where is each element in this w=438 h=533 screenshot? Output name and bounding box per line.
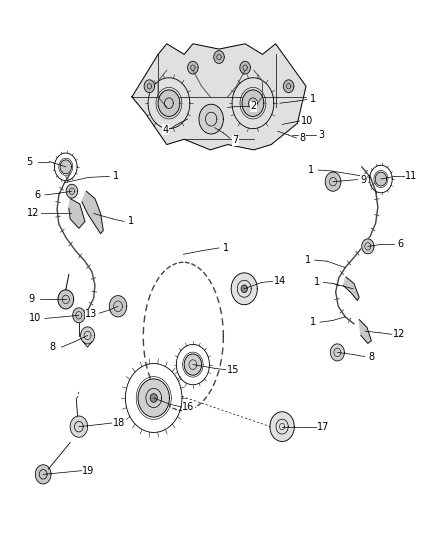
Text: 6: 6 <box>34 190 40 200</box>
Text: 8: 8 <box>49 342 56 352</box>
Text: 13: 13 <box>85 309 98 319</box>
Text: 7: 7 <box>233 135 239 146</box>
Text: 1: 1 <box>311 317 317 327</box>
Polygon shape <box>214 51 224 63</box>
Polygon shape <box>69 199 85 228</box>
Polygon shape <box>283 80 294 93</box>
Text: 9: 9 <box>360 174 367 184</box>
Text: 1: 1 <box>127 216 134 227</box>
Text: 15: 15 <box>227 365 239 375</box>
Polygon shape <box>184 354 201 375</box>
Polygon shape <box>187 61 198 74</box>
Polygon shape <box>362 239 374 254</box>
Polygon shape <box>150 394 157 402</box>
Polygon shape <box>82 191 103 233</box>
Polygon shape <box>240 61 251 74</box>
Polygon shape <box>231 273 257 305</box>
Polygon shape <box>241 285 247 293</box>
Polygon shape <box>325 172 341 191</box>
Text: 1: 1 <box>223 243 229 253</box>
Text: 3: 3 <box>318 130 325 140</box>
Polygon shape <box>242 90 264 116</box>
Polygon shape <box>343 277 359 301</box>
Text: 8: 8 <box>300 133 306 143</box>
Polygon shape <box>110 296 127 317</box>
Text: 1: 1 <box>308 165 314 175</box>
Text: 1: 1 <box>305 255 311 265</box>
Text: 2: 2 <box>251 101 257 111</box>
Polygon shape <box>199 104 223 134</box>
Polygon shape <box>158 90 180 116</box>
Polygon shape <box>330 344 344 361</box>
Polygon shape <box>58 290 74 309</box>
Text: 1: 1 <box>113 172 119 181</box>
Text: 9: 9 <box>29 294 35 304</box>
Text: 10: 10 <box>301 116 313 126</box>
Text: 5: 5 <box>27 157 33 166</box>
Polygon shape <box>60 160 71 174</box>
Polygon shape <box>144 80 155 93</box>
Text: 1: 1 <box>314 277 320 287</box>
Text: 18: 18 <box>113 418 125 428</box>
Text: 12: 12 <box>392 329 405 340</box>
Text: 1: 1 <box>310 94 316 104</box>
Polygon shape <box>70 416 88 437</box>
Text: 12: 12 <box>27 208 39 219</box>
Text: 10: 10 <box>29 313 42 324</box>
Polygon shape <box>375 172 387 186</box>
Polygon shape <box>66 184 78 198</box>
Polygon shape <box>81 327 95 344</box>
Text: 6: 6 <box>397 239 403 249</box>
Text: 19: 19 <box>82 466 95 475</box>
Polygon shape <box>35 465 51 484</box>
Text: 14: 14 <box>274 276 286 286</box>
Polygon shape <box>138 379 170 417</box>
Text: 16: 16 <box>182 402 194 412</box>
Text: 4: 4 <box>163 125 169 135</box>
Polygon shape <box>73 308 85 322</box>
Polygon shape <box>270 412 294 441</box>
Text: 8: 8 <box>368 352 374 361</box>
Text: 11: 11 <box>405 172 417 181</box>
Polygon shape <box>132 44 306 150</box>
Polygon shape <box>359 319 371 343</box>
Text: 17: 17 <box>317 422 330 432</box>
